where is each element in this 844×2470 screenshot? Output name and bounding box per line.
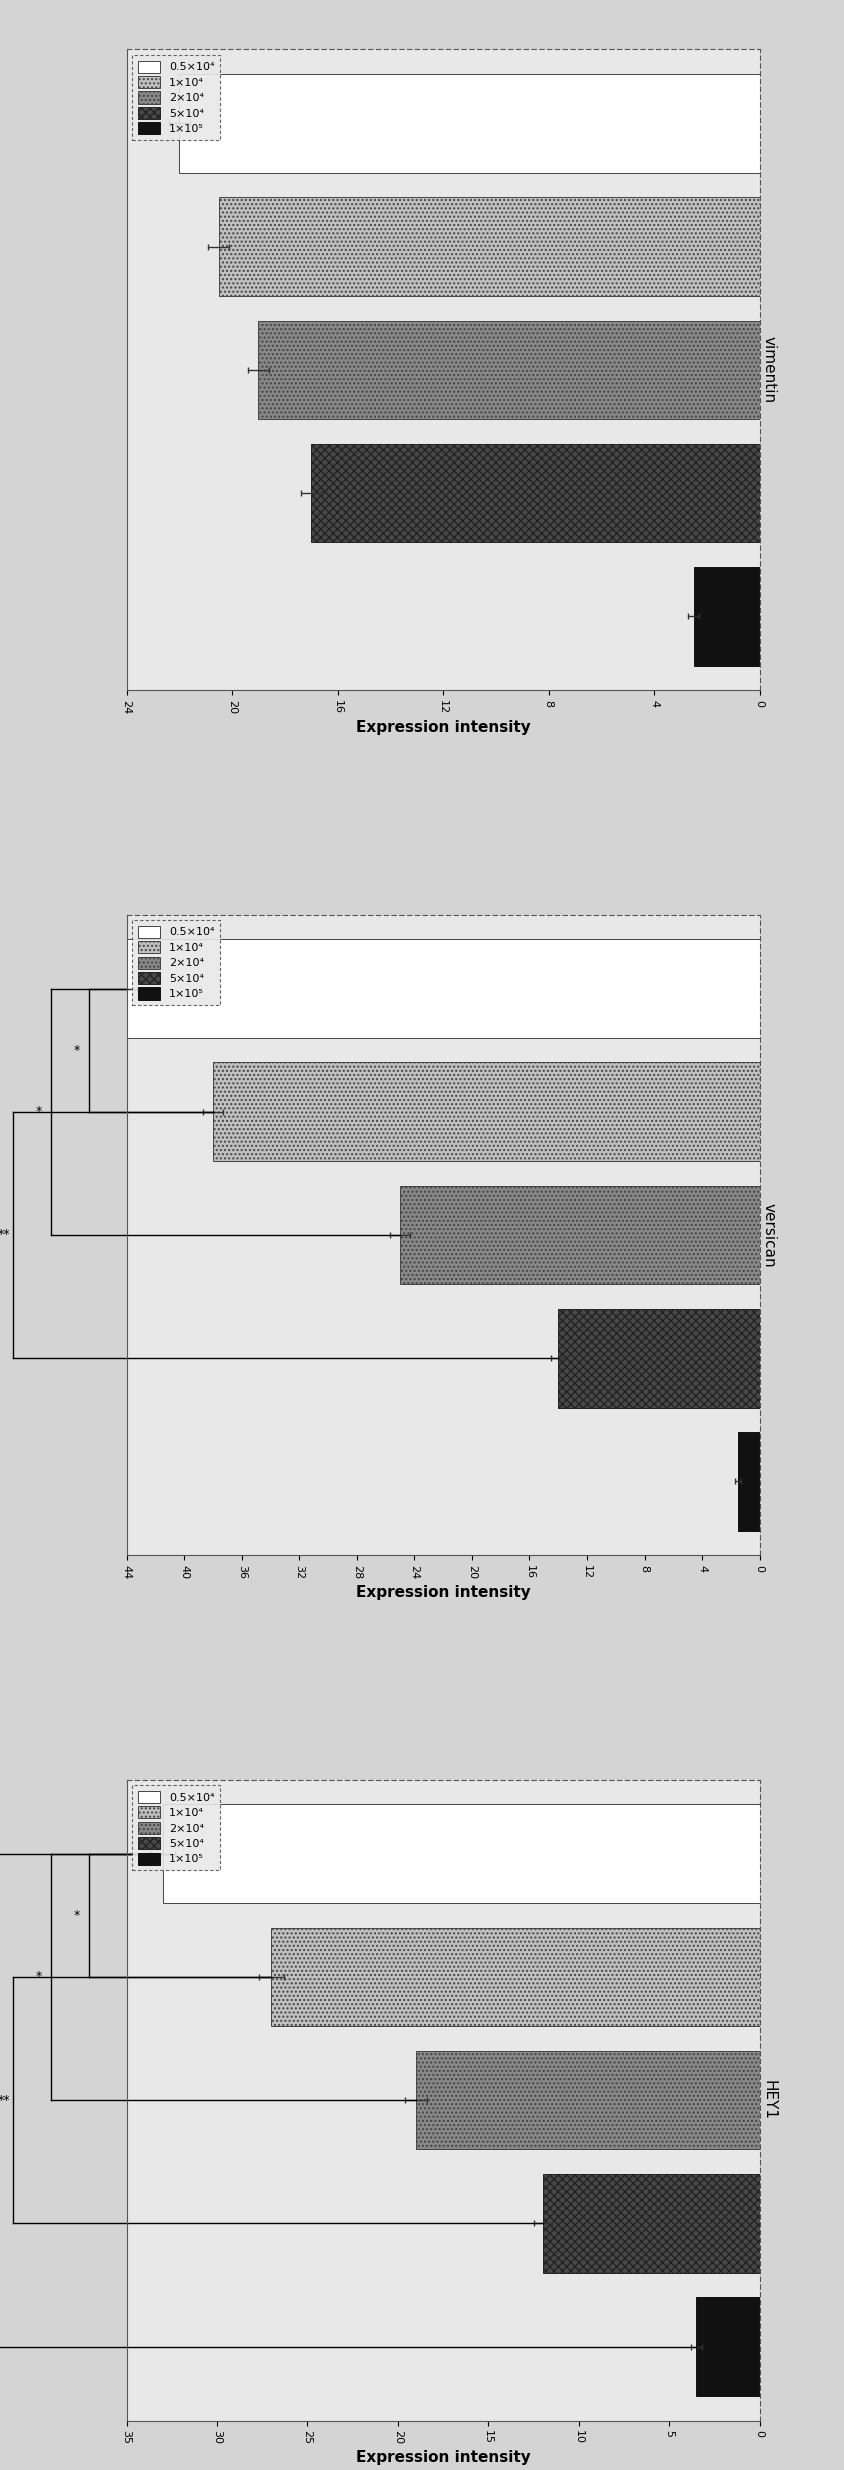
X-axis label: Expression intensity: Expression intensity — [355, 719, 531, 734]
Legend: 0.5×10⁴, 1×10⁴, 2×10⁴, 5×10⁴, 1×10⁵: 0.5×10⁴, 1×10⁴, 2×10⁴, 5×10⁴, 1×10⁵ — [133, 1786, 220, 1870]
Bar — [311, 445, 760, 543]
Text: *: * — [73, 1045, 79, 1057]
Bar — [163, 1806, 760, 1902]
Bar — [258, 321, 760, 420]
Bar — [271, 1927, 760, 2025]
Bar — [416, 2050, 760, 2149]
X-axis label: Expression intensity: Expression intensity — [355, 2450, 531, 2465]
Text: **: ** — [0, 1228, 10, 1242]
Legend: 0.5×10⁴, 1×10⁴, 2×10⁴, 5×10⁴, 1×10⁵: 0.5×10⁴, 1×10⁴, 2×10⁴, 5×10⁴, 1×10⁵ — [133, 921, 220, 1005]
Bar — [219, 198, 760, 296]
Text: **: ** — [0, 2095, 10, 2107]
X-axis label: Expression intensity: Expression intensity — [355, 1586, 531, 1601]
Bar — [127, 939, 760, 1037]
Y-axis label: versican: versican — [761, 1203, 776, 1267]
Bar — [180, 74, 760, 173]
Text: *: * — [73, 1909, 79, 1922]
Bar — [696, 2297, 760, 2396]
Y-axis label: HEY1: HEY1 — [761, 2080, 776, 2119]
Bar — [694, 568, 760, 664]
Legend: 0.5×10⁴, 1×10⁴, 2×10⁴, 5×10⁴, 1×10⁵: 0.5×10⁴, 1×10⁴, 2×10⁴, 5×10⁴, 1×10⁵ — [133, 54, 220, 141]
Text: *: * — [35, 1104, 41, 1119]
Text: *: * — [35, 1971, 41, 1983]
Y-axis label: vimentin: vimentin — [761, 336, 776, 403]
Bar — [543, 2174, 760, 2272]
Bar — [213, 1062, 760, 1161]
Bar — [738, 1433, 760, 1531]
Bar — [400, 1186, 760, 1284]
Bar — [558, 1309, 760, 1408]
